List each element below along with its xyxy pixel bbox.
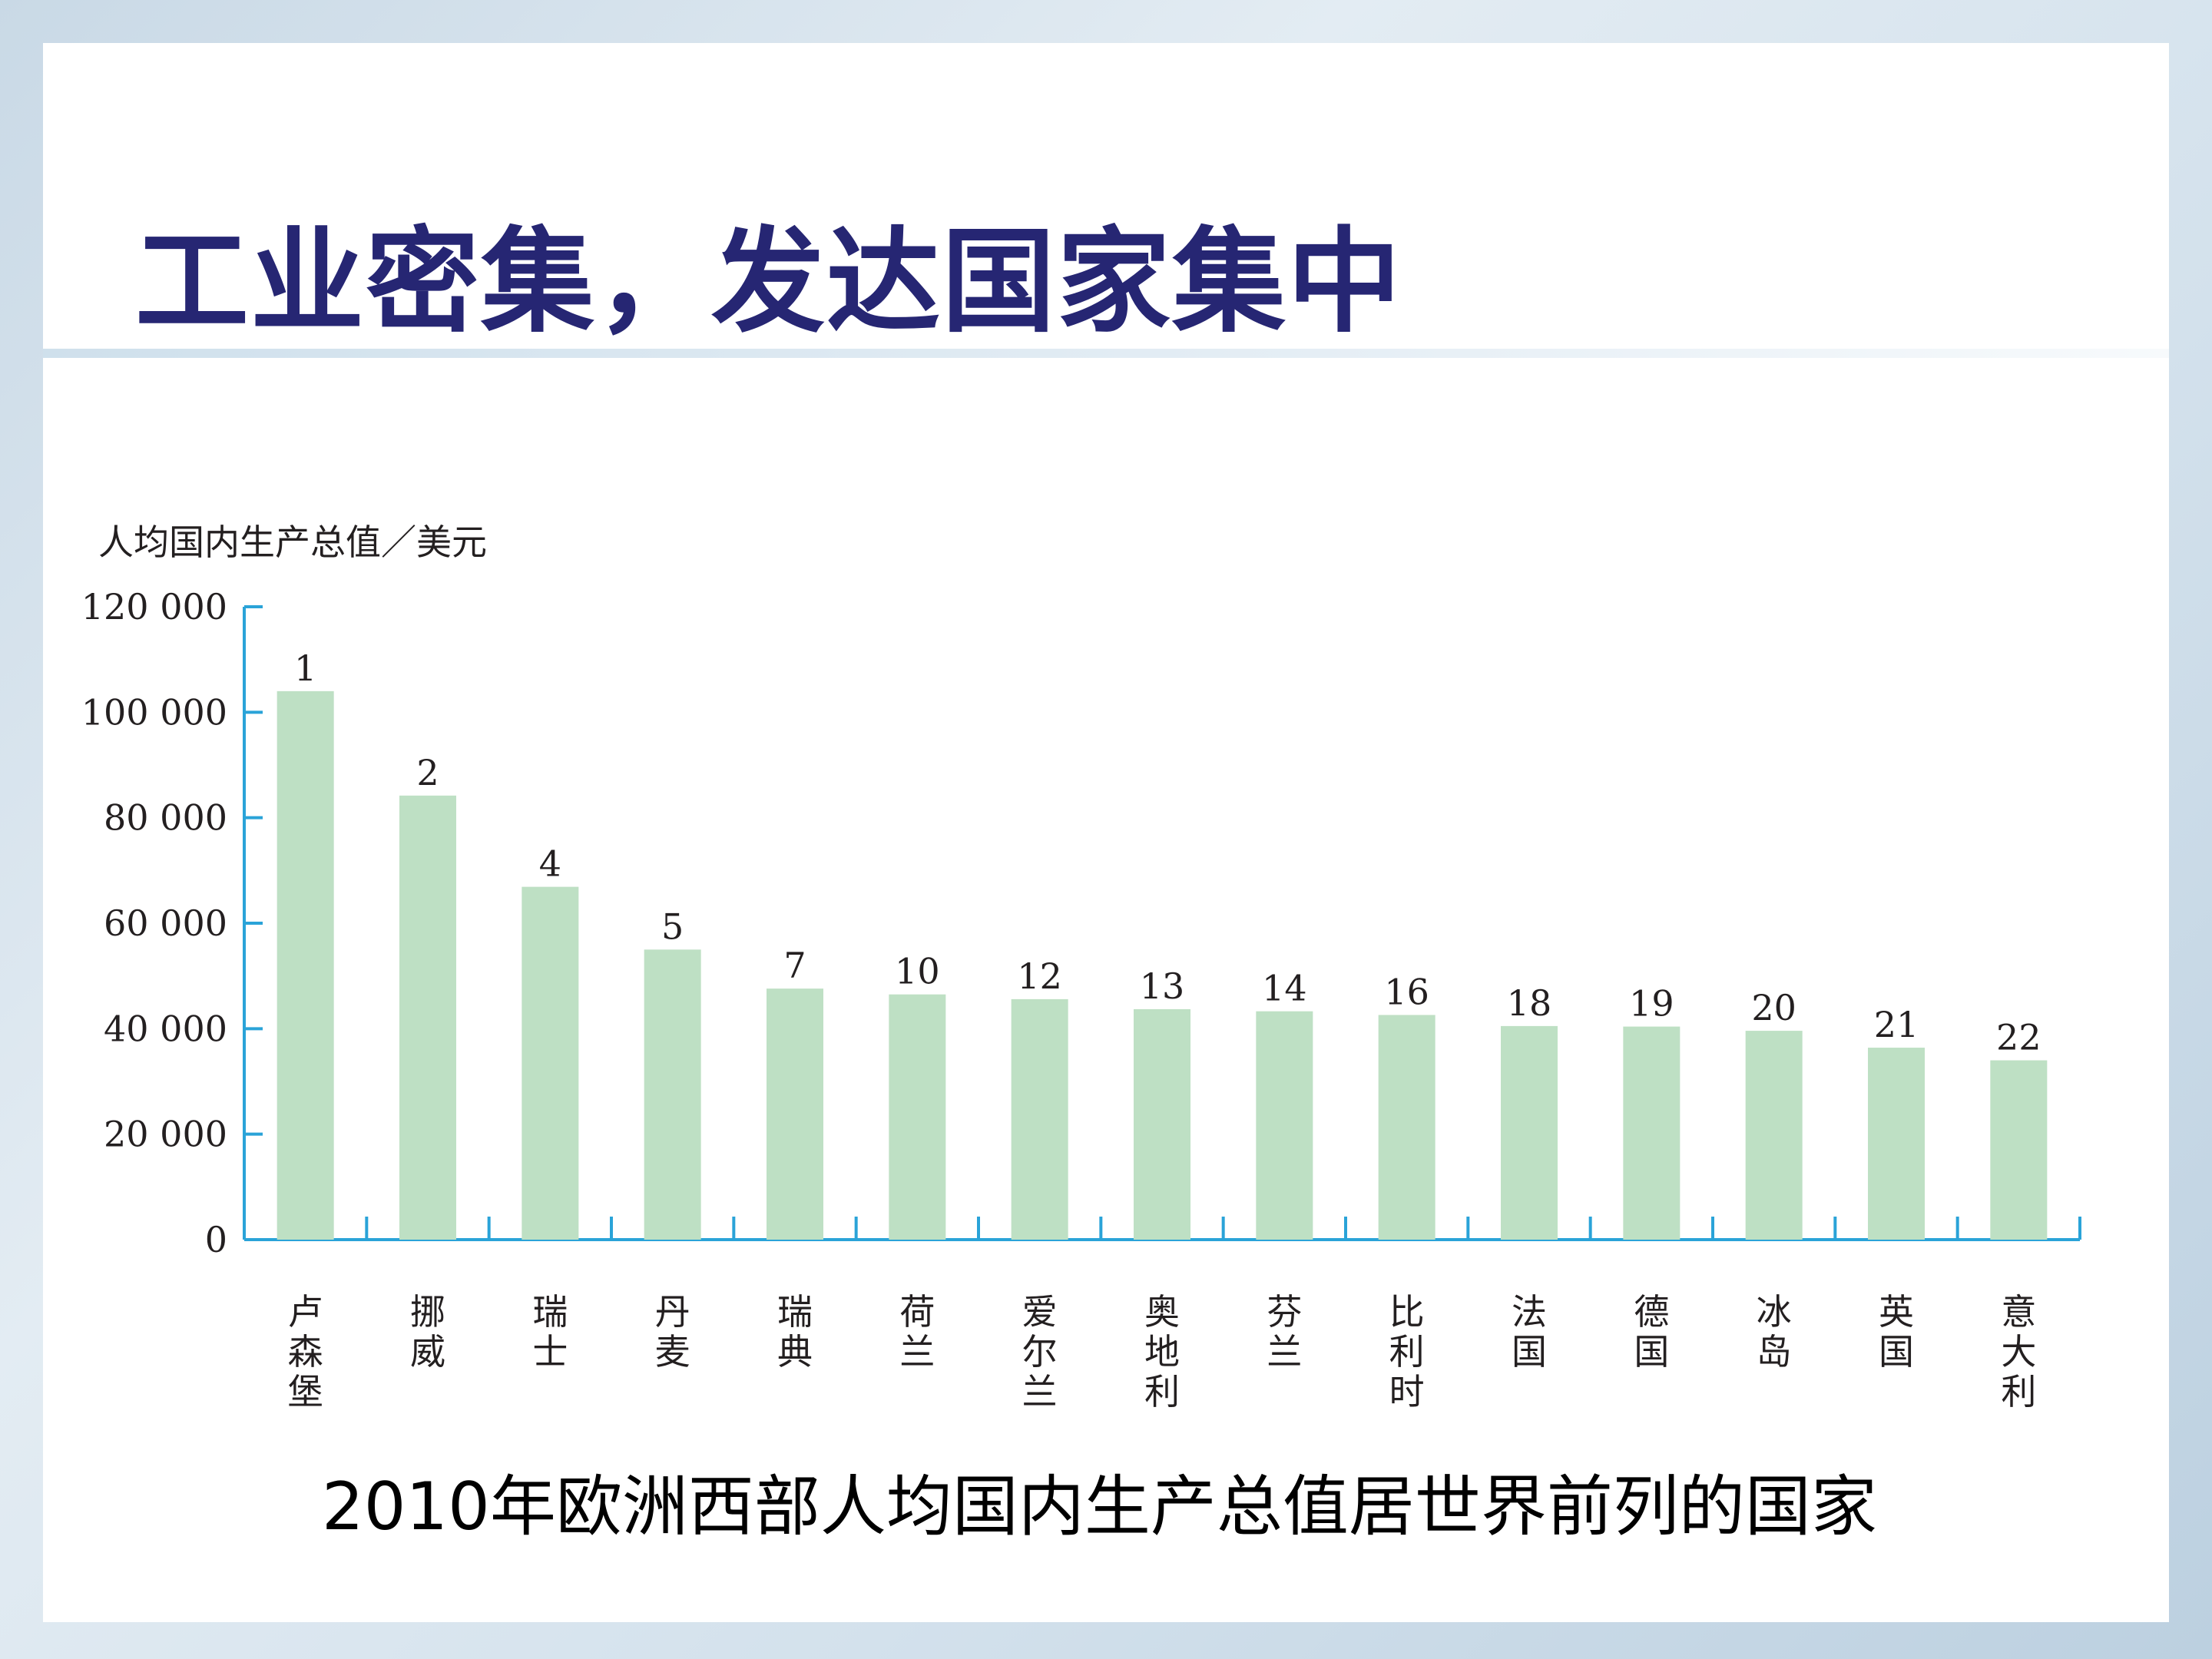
bar — [399, 795, 456, 1240]
bar-data-label: 18 — [1507, 982, 1552, 1024]
bar-data-label: 14 — [1262, 968, 1307, 1009]
x-category-label: 英国 — [1879, 1291, 1914, 1373]
bar — [1256, 1011, 1313, 1240]
bar — [1134, 1008, 1190, 1240]
slide-title: 工业密集，发达国家集中 — [135, 216, 1402, 348]
x-category-label: 意大利 — [2001, 1291, 2036, 1410]
bar — [1745, 1031, 1803, 1240]
y-axis-title: 人均国内生产总值／美元 — [98, 522, 487, 563]
bar — [767, 988, 823, 1240]
bar — [1990, 1060, 2048, 1240]
bar — [1623, 1026, 1681, 1240]
x-category-label: 瑞典 — [777, 1291, 813, 1373]
bar — [1868, 1048, 1925, 1240]
x-category-label: 冰岛 — [1757, 1291, 1792, 1373]
slide: 工业密集，发达国家集中 人均国内生产总值／美元 0 20 000 40 000 60 … — [43, 43, 2169, 1622]
x-category-label: 芬兰 — [1267, 1291, 1302, 1373]
y-tick-label: 40 000 — [104, 1008, 227, 1049]
chart-caption: 2010年欧洲西部人均国内生产总值居世界前列的国家 — [322, 1469, 1877, 1545]
x-category-label: 比利时 — [1389, 1291, 1425, 1410]
bar-data-label: 7 — [783, 945, 806, 986]
x-category-label: 挪威 — [410, 1291, 445, 1373]
y-tick-label: 20 000 — [104, 1114, 227, 1155]
y-tick-label: 0 — [205, 1219, 227, 1260]
title-divider — [43, 349, 2169, 358]
y-tick-label: 60 000 — [104, 902, 227, 944]
x-category-label: 丹麦 — [655, 1291, 690, 1373]
x-axis-ticks — [365, 1217, 2081, 1240]
x-category-label: 奥地利 — [1144, 1291, 1180, 1410]
x-category-label: 德国 — [1634, 1291, 1669, 1373]
bar-data-label: 4 — [539, 843, 561, 885]
bar — [889, 994, 946, 1240]
bar — [1501, 1025, 1558, 1240]
x-category-label: 法国 — [1512, 1291, 1547, 1373]
bar-data-label: 20 — [1751, 987, 1796, 1028]
bar-data-label: 13 — [1140, 965, 1185, 1007]
y-axis-ticks: 0 20 000 40 000 60 000 80 000 100 000 120 000 — [81, 586, 263, 1260]
bars — [276, 690, 2048, 1240]
bar — [644, 949, 701, 1240]
y-tick-label: 120 000 — [81, 586, 227, 628]
bar-data-label: 12 — [1017, 955, 1062, 997]
x-category-label: 爱尔兰 — [1022, 1291, 1058, 1410]
y-tick-label: 100 000 — [81, 691, 227, 733]
x-axis-labels: 卢森堡 挪威 瑞士 丹麦 瑞典 荷兰 爱尔兰 奥地利 芬兰 比利时 法国 德国 冰岛 英国 意大利 — [288, 1291, 2037, 1410]
bar-data-label: 16 — [1384, 971, 1429, 1012]
bar-data-label: 2 — [416, 752, 439, 793]
bar — [276, 690, 334, 1240]
x-category-label: 荷兰 — [899, 1291, 935, 1373]
y-tick-label: 80 000 — [104, 797, 227, 839]
bar — [1011, 998, 1068, 1240]
bar-data-label: 10 — [895, 951, 940, 992]
bar-data-label: 5 — [661, 906, 684, 947]
bar-data-label: 21 — [1874, 1004, 1919, 1045]
x-category-label: 瑞士 — [532, 1291, 568, 1373]
bar-data-label: 19 — [1629, 983, 1674, 1025]
bar — [1378, 1015, 1435, 1240]
x-category-label: 卢森堡 — [288, 1291, 323, 1410]
bar-data-label: 1 — [294, 647, 316, 689]
bar — [522, 886, 579, 1240]
bar-data-label: 22 — [1996, 1017, 2041, 1058]
